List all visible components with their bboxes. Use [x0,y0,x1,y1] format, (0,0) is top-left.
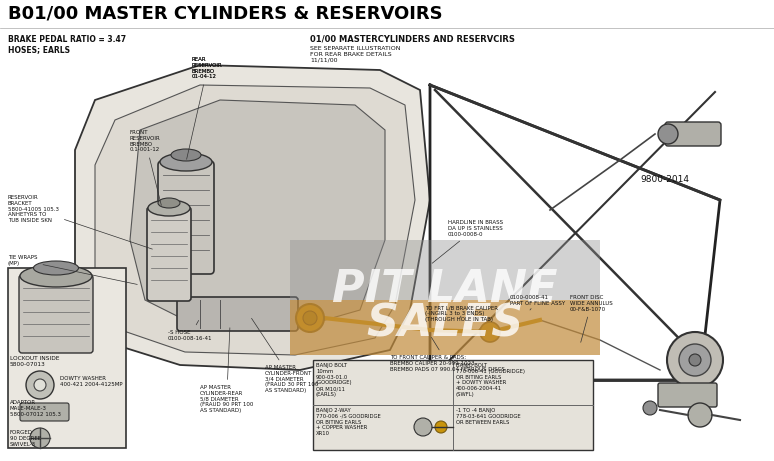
Circle shape [679,344,711,376]
Text: FRONT DISC
WIDE ANNULUS
00-F&B-1070: FRONT DISC WIDE ANNULUS 00-F&B-1070 [570,295,613,343]
Circle shape [643,401,657,415]
Circle shape [435,421,447,433]
Text: DOWTY WASHER
400-421 2004-4125MP: DOWTY WASHER 400-421 2004-4125MP [60,376,122,387]
Text: SEE SEPARATE ILLUSTRATION
FOR REAR BRAKE DETAILS
11/11/00: SEE SEPARATE ILLUSTRATION FOR REAR BRAKE… [310,46,400,63]
Circle shape [480,322,500,342]
Text: TO FRONT CALIPER & PADS:
BREMBO CALIPER 20-999-1023
BREMBO PADS 07 990.04 FERROU: TO FRONT CALIPER & PADS: BREMBO CALIPER … [390,337,505,372]
Ellipse shape [20,265,92,287]
Text: TO FRT L/B BRAKE CALIPER
(-INGIRL 3 to 3 ENDS)
(THROUGH HOLE IN TAB): TO FRT L/B BRAKE CALIPER (-INGIRL 3 to 3… [425,305,498,322]
Text: 0100-0008-41
PART OF FLINE ASSY: 0100-0008-41 PART OF FLINE ASSY [510,295,565,310]
Circle shape [34,379,46,391]
Text: FORGED
90 DEGREE
SWIVEL-3: FORGED 90 DEGREE SWIVEL-3 [10,430,41,447]
FancyBboxPatch shape [147,207,191,301]
Ellipse shape [33,261,78,275]
FancyBboxPatch shape [20,403,69,421]
Text: LOCKOUT INSIDE
5800-07013: LOCKOUT INSIDE 5800-07013 [10,356,60,367]
Text: -1 TO -4 BANJO
778-03-641 GOODRIDGE
OR BETWEEN EARLS: -1 TO -4 BANJO 778-03-641 GOODRIDGE OR B… [456,408,521,425]
Bar [290,240,600,355]
Text: AP MASTER
CYLINDER-FRONT
3/4 DIAMETER
(FRAUD 30 PRT 100
AS STANDARD): AP MASTER CYLINDER-FRONT 3/4 DIAMETER (F… [252,318,318,393]
Text: BANJO BOLT
10mm
900-03-01.0
(GOODRIDGE)
OR M10/11
(EARLS): BANJO BOLT 10mm 900-03-01.0 (GOODRIDGE) … [316,363,353,397]
Text: SALES: SALES [366,302,524,345]
Text: 9800-2014: 9800-2014 [640,175,689,184]
Polygon shape [75,65,430,370]
Bar [290,300,600,355]
Polygon shape [95,85,415,355]
Circle shape [296,304,324,332]
Text: REAR
RESERVOIR
BREMBO
01-04-12: REAR RESERVOIR BREMBO 01-04-12 [192,57,223,79]
FancyBboxPatch shape [658,383,717,407]
Text: REAR
RESERVOIR
BREMBO
01-04-12: REAR RESERVOIR BREMBO 01-04-12 [187,57,223,160]
FancyBboxPatch shape [665,122,721,146]
Text: PIT LANE: PIT LANE [332,268,558,311]
Text: FRONT
RESERVOIR
BREMBO
0.1-001-12: FRONT RESERVOIR BREMBO 0.1-001-12 [130,130,161,205]
Circle shape [26,371,54,399]
Circle shape [303,311,317,325]
Ellipse shape [171,149,201,161]
Text: RESERVOIR
BRACKET
5800-41005 105.3
ANHETYRS TO
TUB INSIDE SKN: RESERVOIR BRACKET 5800-41005 105.3 ANHET… [8,195,152,249]
Polygon shape [130,100,385,330]
Circle shape [688,403,712,427]
Circle shape [30,428,50,448]
Circle shape [689,354,701,366]
Text: TIE WRAPS
(MP): TIE WRAPS (MP) [8,255,137,284]
Text: -S HOSE
0100-008-16-41: -S HOSE 0100-008-16-41 [168,320,213,341]
Text: ADAPTOR
MALE-MALE-3
5800-07012 105.3: ADAPTOR MALE-MALE-3 5800-07012 105.3 [10,400,61,417]
Ellipse shape [158,198,180,208]
FancyBboxPatch shape [19,275,93,353]
FancyBboxPatch shape [158,161,214,274]
Text: HARDLINE IN BRASS
DA UP IS STAINLESS
0100-0008-0: HARDLINE IN BRASS DA UP IS STAINLESS 010… [432,220,503,263]
Bar [313,360,593,450]
Text: AP MASTER
CYLINDER-REAR
5/8 DIAMETER
(FRAUD 90 PRT 100
AS STANDARD): AP MASTER CYLINDER-REAR 5/8 DIAMETER (FR… [200,328,253,413]
Text: B01/00 MASTER CYLINDERS & RESERVOIRS: B01/00 MASTER CYLINDERS & RESERVOIRS [8,5,443,23]
Ellipse shape [160,153,212,171]
Ellipse shape [148,200,190,216]
Bar [8,268,126,448]
FancyBboxPatch shape [177,297,298,331]
Circle shape [414,418,432,436]
Text: 01/00 MASTERCYLINDERS AND RESERVCIRS: 01/00 MASTERCYLINDERS AND RESERVCIRS [310,35,515,44]
Text: BRAKE PEDAL RATIO = 3.47
HOSES; EARLS: BRAKE PEDAL RATIO = 3.47 HOSES; EARLS [8,35,126,54]
Circle shape [667,332,723,388]
Circle shape [658,124,678,144]
Text: BANJO 2-WAY
770-006 -/S GOODRIDGE
OR BITING EARLS
+ COPPER WASHER
XR10: BANJO 2-WAY 770-006 -/S GOODRIDGE OR BIT… [316,408,381,436]
Text: BANJO BOLT
770-006-41 (GOODRIDGE)
OR BITING EARLS
+ DOWTY WASHER
400-006-2004-41: BANJO BOLT 770-006-41 (GOODRIDGE) OR BIT… [456,363,525,397]
